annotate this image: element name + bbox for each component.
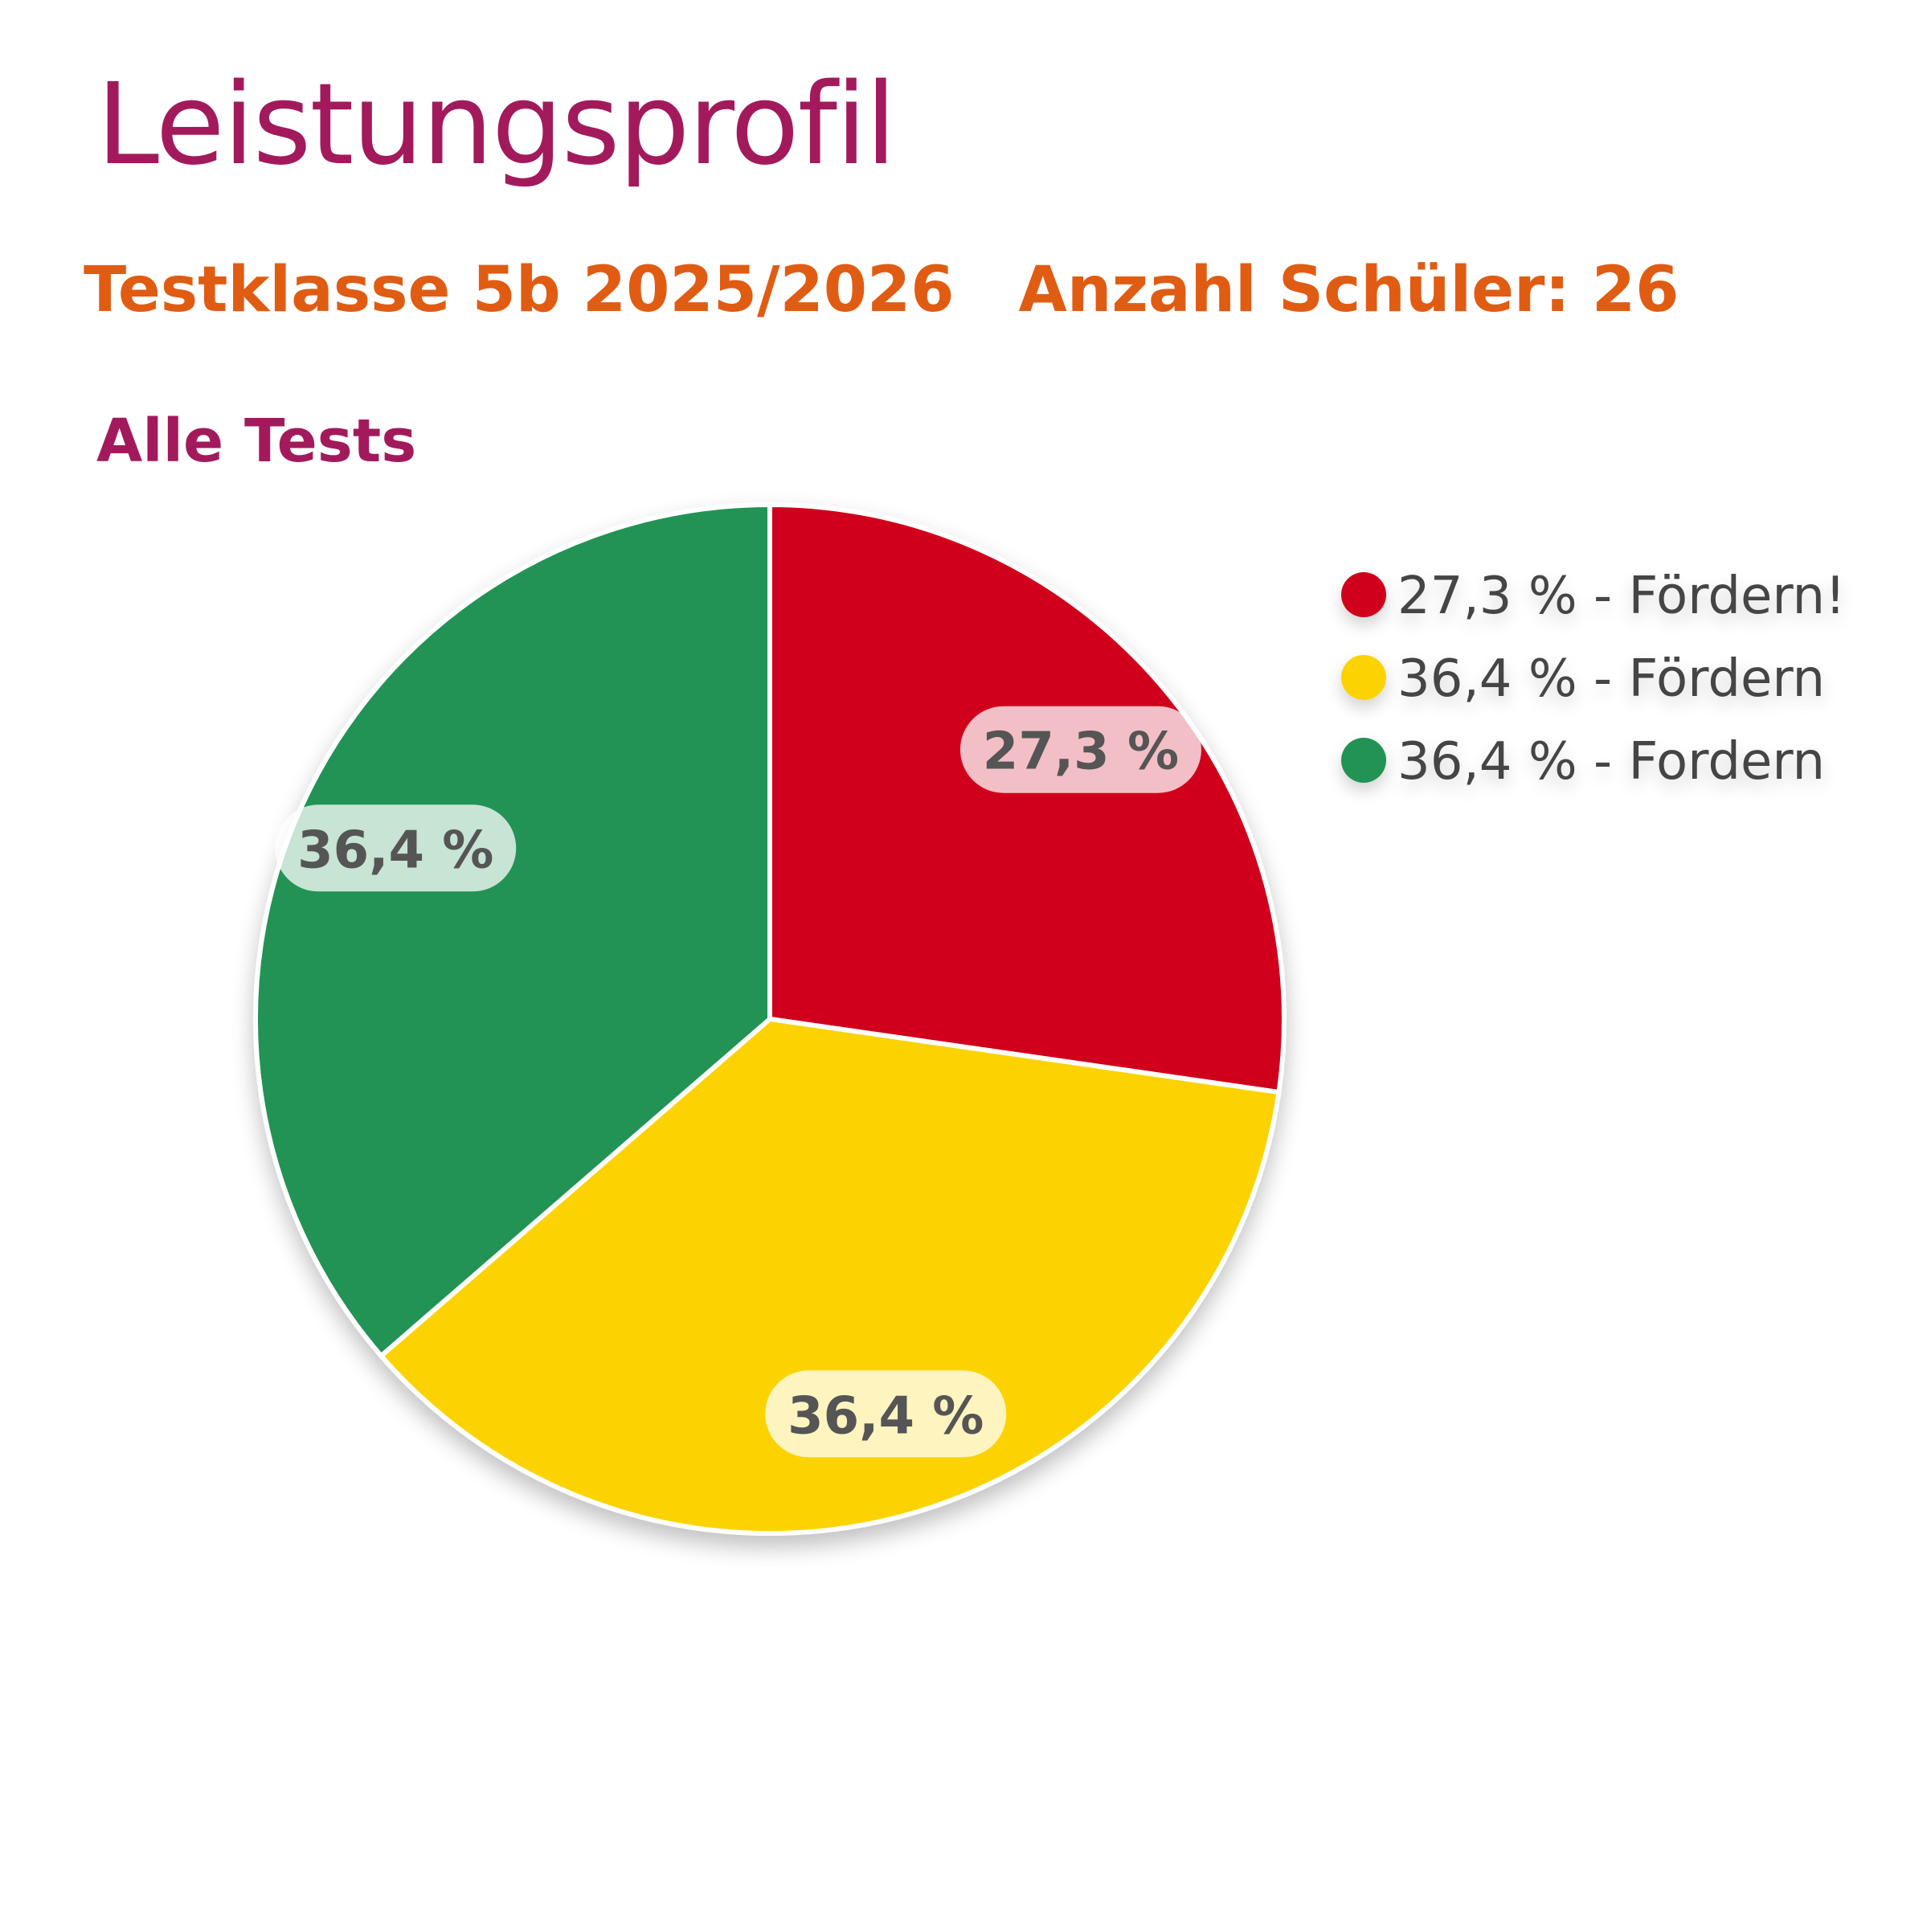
legend-label: 27,3 % - Fördern! <box>1397 567 1846 626</box>
pie-data-labels: 27,3 % 36,4 % 36,4 % <box>275 706 1201 1458</box>
data-label-text: 27,3 % <box>983 722 1179 782</box>
data-label-3: 36,4 % <box>275 804 517 892</box>
chart-title: Alle Tests <box>96 407 417 476</box>
legend-item-3: 36,4 % - Fordern <box>1341 732 1825 792</box>
legend-marker <box>1341 655 1386 700</box>
data-label-1: 27,3 % <box>959 706 1201 793</box>
chart-legend: 27,3 % - Fördern! 36,4 % - Fördern 36,4 % … <box>1341 567 1846 792</box>
data-label-background <box>275 804 517 892</box>
legend-marker <box>1341 572 1386 617</box>
legend-item-2: 36,4 % - Fördern <box>1341 649 1825 709</box>
legend-label: 36,4 % - Fordern <box>1397 732 1825 792</box>
page-title: Leistungsprofil <box>96 59 897 190</box>
data-label-text: 36,4 % <box>297 821 493 880</box>
class-info: Testklasse 5b 2025/2026 Anzahl Schüler: 2… <box>84 253 1679 329</box>
data-label-text: 36,4 % <box>788 1386 984 1446</box>
legend-label: 36,4 % - Fördern <box>1397 649 1825 709</box>
pie-slice-1 <box>767 502 1287 1095</box>
data-label-background <box>765 1370 1007 1458</box>
data-label-background <box>959 706 1201 793</box>
pie-slices <box>253 502 1287 1536</box>
data-label-2: 36,4 % <box>765 1370 1007 1458</box>
pie-slice-3 <box>253 502 772 1359</box>
pie-slice-2 <box>378 1017 1282 1536</box>
class-name: Testklasse 5b 2025/2026 <box>84 254 955 326</box>
student-count: Anzahl Schüler: 26 <box>1018 254 1679 326</box>
legend-item-1: 27,3 % - Fördern! <box>1341 567 1846 626</box>
legend-marker <box>1341 738 1386 783</box>
